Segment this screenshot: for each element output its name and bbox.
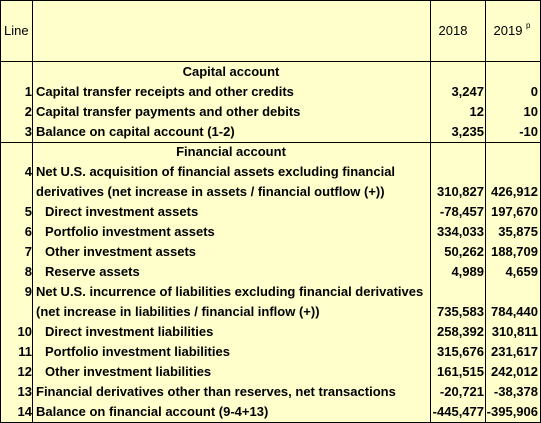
row-line: 8 [24, 264, 32, 279]
row-value-2018: 50,262 [444, 244, 484, 259]
row-value-2018: -445,477 [432, 404, 484, 419]
row-line: 4 [24, 164, 32, 179]
row-label: Reserve assets [45, 264, 140, 279]
row-value-2018: 334,033 [437, 224, 484, 239]
row-line: 9 [24, 284, 32, 299]
row-value-2018: 161,515 [437, 364, 484, 379]
row-value-2019: 197,670 [491, 204, 538, 219]
column-divider [430, 1, 431, 422]
row-label: Other investment assets [45, 244, 197, 259]
row-line: 1 [24, 84, 32, 99]
section-financial: Financial account [176, 144, 286, 159]
header-2018: 2018 [438, 23, 468, 38]
row-label: Net U.S. acquisition of financial assets… [36, 164, 396, 179]
column-divider [485, 1, 486, 422]
preliminary-marker: p [526, 21, 531, 30]
row-line: 10 [17, 324, 32, 339]
row-value-2019: 784,440 [491, 304, 538, 319]
section-capital: Capital account [182, 64, 280, 79]
row-value-2019: 426,912 [491, 184, 538, 199]
row-value-2019: 242,012 [491, 364, 538, 379]
row-value-2018: 12 [469, 104, 484, 119]
row-line: 13 [17, 384, 32, 399]
row-value-2018: -78,457 [439, 204, 484, 219]
row-value-2018: 310,827 [437, 184, 484, 199]
row-value-2019: -395,906 [486, 404, 538, 419]
row-value-2018: 258,392 [437, 324, 484, 339]
row-value-2019: 35,875 [498, 224, 538, 239]
row-line: 7 [24, 244, 32, 259]
row-line: 3 [24, 124, 32, 139]
row-value-2019: -10 [519, 124, 538, 139]
row-line: 12 [17, 364, 32, 379]
row-divider [1, 61, 540, 62]
row-label: Net U.S. incurrence of liabilities exclu… [36, 284, 424, 299]
row-value-2019: 231,617 [491, 344, 538, 359]
row-label: Capital transfer payments and other debi… [36, 104, 301, 119]
row-value-2019: 188,709 [491, 244, 538, 259]
row-line: 11 [18, 344, 32, 359]
row-label: Portfolio investment liabilities [45, 344, 230, 359]
row-value-2019: 4,659 [505, 264, 538, 279]
header-2019: 2019 p [493, 21, 531, 38]
row-label: Direct investment liabilities [45, 324, 214, 339]
row-line: 5 [24, 204, 32, 219]
row-label: Portfolio investment assets [45, 224, 215, 239]
row-value-2018: 4,989 [451, 264, 484, 279]
row-line: 6 [24, 224, 32, 239]
row-line: 2 [24, 104, 32, 119]
row-label: Balance on capital account (1-2) [36, 124, 235, 139]
row-value-2018: 315,676 [437, 344, 484, 359]
column-divider [32, 1, 33, 422]
header-line: Line [4, 23, 29, 38]
row-value-2019: -38,378 [493, 384, 538, 399]
row-value-2018: 3,247 [451, 84, 484, 99]
row-value-2018: 3,235 [451, 124, 484, 139]
row-value-2018: -20,721 [439, 384, 484, 399]
row-label: Other investment liabilities [45, 364, 212, 379]
row-label-continued: derivatives (net increase in assets / fi… [36, 184, 385, 199]
row-divider [1, 142, 540, 143]
row-label: Direct investment assets [45, 204, 199, 219]
row-label: Financial derivatives other than reserve… [36, 384, 396, 399]
row-value-2019: 310,811 [491, 324, 538, 339]
row-value-2019: 10 [523, 104, 538, 119]
row-label: Capital transfer receipts and other cred… [36, 84, 294, 99]
row-value-2018: 735,583 [437, 304, 484, 319]
row-label: Balance on financial account (9-4+13) [36, 404, 269, 419]
row-value-2019: 0 [530, 84, 538, 99]
row-label-continued: (net increase in liabilities / financial… [36, 304, 320, 319]
row-line: 14 [17, 404, 32, 419]
